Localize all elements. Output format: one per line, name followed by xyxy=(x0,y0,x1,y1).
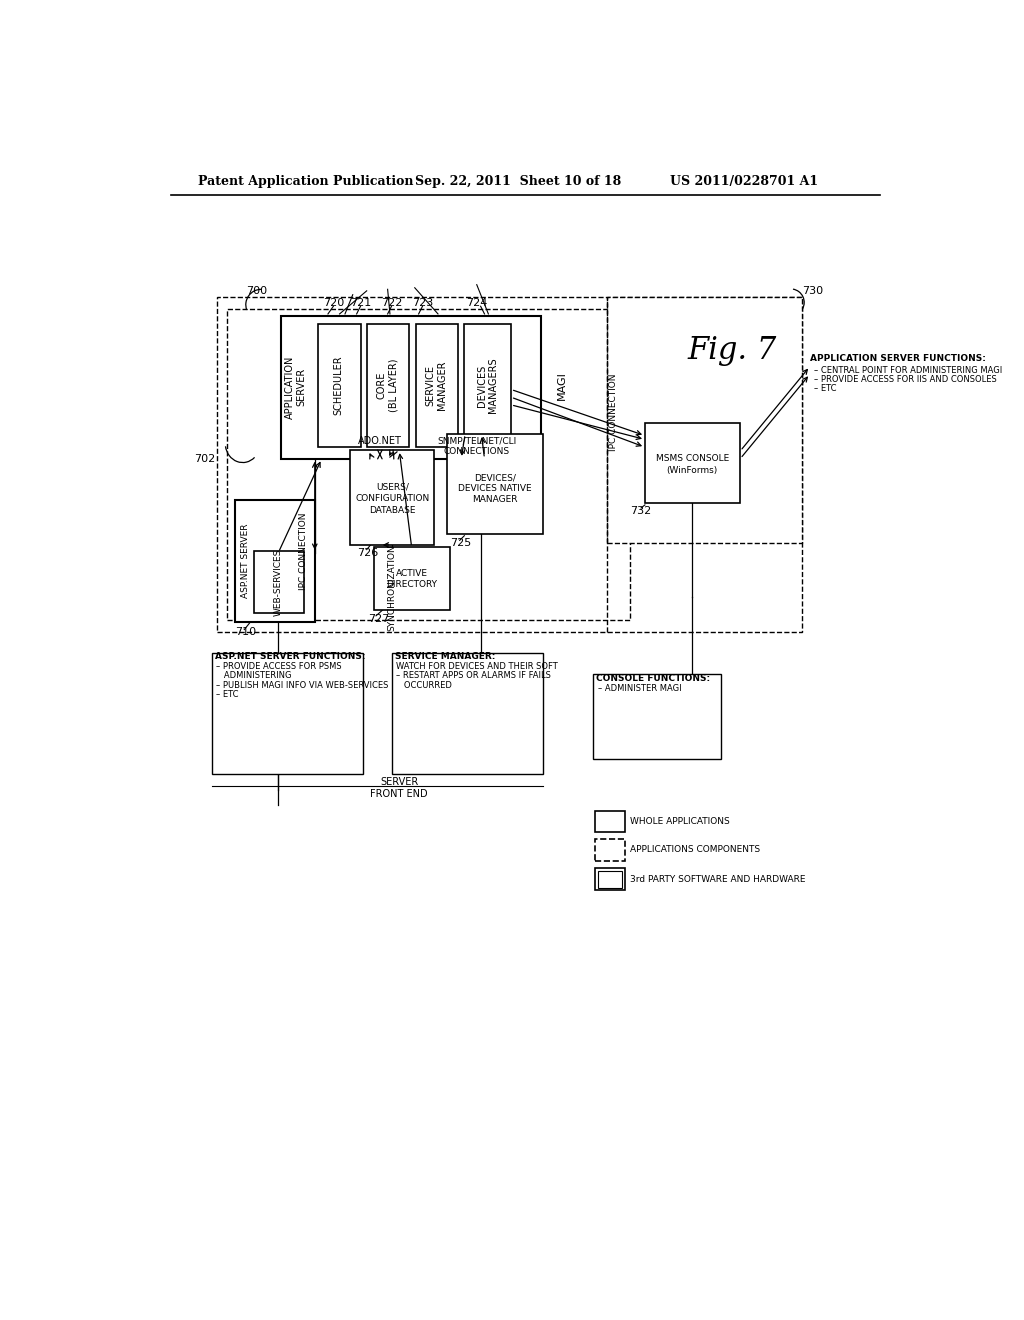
Bar xyxy=(645,422,740,503)
Text: ADO.NET: ADO.NET xyxy=(358,436,401,446)
Text: – ETC: – ETC xyxy=(216,690,239,698)
Text: Sep. 22, 2011  Sheet 10 of 18: Sep. 22, 2011 Sheet 10 of 18 xyxy=(415,176,621,187)
Text: WHOLE APPLICATIONS: WHOLE APPLICATIONS xyxy=(630,817,730,826)
Bar xyxy=(595,869,625,890)
Bar xyxy=(593,675,721,759)
Text: OCCURRED: OCCURRED xyxy=(396,681,452,689)
Text: WATCH FOR DEVICES AND THEIR SOFT: WATCH FOR DEVICES AND THEIR SOFT xyxy=(396,663,558,671)
Text: 3rd PARTY SOFTWARE AND HARDWARE: 3rd PARTY SOFTWARE AND HARDWARE xyxy=(630,875,806,883)
Text: IPC CONNECTION: IPC CONNECTION xyxy=(609,374,618,451)
Text: 720: 720 xyxy=(323,298,344,308)
Text: CONFIGURATION: CONFIGURATION xyxy=(355,494,429,503)
Text: IPC CONNECTION: IPC CONNECTION xyxy=(299,512,307,590)
Text: – CENTRAL POINT FOR ADMINISTERING MAGI: – CENTRAL POINT FOR ADMINISTERING MAGI xyxy=(814,366,1002,375)
Text: APPLICATION
SERVER: APPLICATION SERVER xyxy=(285,355,306,418)
Text: USERS/: USERS/ xyxy=(376,483,409,491)
Bar xyxy=(317,323,360,447)
Text: 726: 726 xyxy=(356,548,378,557)
Bar xyxy=(254,552,304,612)
Bar xyxy=(447,434,543,535)
Bar xyxy=(350,450,434,545)
Text: 702: 702 xyxy=(195,454,216,463)
Text: (WinForms): (WinForms) xyxy=(667,466,718,475)
Text: CONSOLE FUNCTIONS:: CONSOLE FUNCTIONS: xyxy=(596,673,711,682)
Text: 730: 730 xyxy=(802,286,823,296)
Text: APPLICATIONS COMPONENTS: APPLICATIONS COMPONENTS xyxy=(630,845,761,854)
Text: ASP.NET SERVER FUNCTIONS:: ASP.NET SERVER FUNCTIONS: xyxy=(215,652,366,661)
Text: SYNCHRONIZATION: SYNCHRONIZATION xyxy=(387,545,396,631)
Text: 732: 732 xyxy=(630,506,651,516)
Bar xyxy=(607,297,802,544)
Text: – PROVIDE ACCESS FOR IIS AND CONSOLES: – PROVIDE ACCESS FOR IIS AND CONSOLES xyxy=(814,375,996,384)
Bar xyxy=(227,309,630,620)
Text: DEVICES
MANAGERS: DEVICES MANAGERS xyxy=(477,358,499,413)
Bar xyxy=(282,317,541,459)
Text: MANAGER: MANAGER xyxy=(472,495,517,504)
Text: CONNECTIONS: CONNECTIONS xyxy=(443,446,510,455)
Text: 721: 721 xyxy=(350,298,371,308)
Text: APPLICATION SERVER FUNCTIONS:: APPLICATION SERVER FUNCTIONS: xyxy=(810,354,986,363)
Text: SERVICE MANAGER:: SERVICE MANAGER: xyxy=(394,652,495,661)
Text: ACTIVE
DIRECTORY: ACTIVE DIRECTORY xyxy=(386,569,437,589)
Bar xyxy=(217,297,802,632)
Bar xyxy=(375,548,450,610)
Text: US 2011/0228701 A1: US 2011/0228701 A1 xyxy=(671,176,818,187)
Text: DEVICES/: DEVICES/ xyxy=(474,474,515,482)
Text: 723: 723 xyxy=(412,298,433,308)
Bar xyxy=(595,810,625,832)
Bar xyxy=(391,653,543,775)
Text: MSMS CONSOLE: MSMS CONSOLE xyxy=(655,454,729,463)
Text: 724: 724 xyxy=(466,298,487,308)
Text: FRONT END: FRONT END xyxy=(371,788,428,799)
Text: SERVER: SERVER xyxy=(380,777,419,787)
Bar xyxy=(212,653,362,775)
Text: DATABASE: DATABASE xyxy=(369,506,416,515)
Text: 727: 727 xyxy=(369,614,389,624)
Text: CORE
(BL LAYER): CORE (BL LAYER) xyxy=(377,359,398,412)
Bar xyxy=(595,840,625,861)
Bar xyxy=(598,871,623,887)
Text: DEVICES NATIVE: DEVICES NATIVE xyxy=(458,484,531,494)
Bar xyxy=(367,323,410,447)
Text: – ADMINISTER MAGI: – ADMINISTER MAGI xyxy=(598,684,681,693)
Text: – PUBLISH MAGI INFO VIA WEB-SERVICES: – PUBLISH MAGI INFO VIA WEB-SERVICES xyxy=(216,681,389,689)
Text: MAGI: MAGI xyxy=(557,371,567,400)
Bar xyxy=(234,500,314,622)
Text: 710: 710 xyxy=(234,627,256,638)
Text: 700: 700 xyxy=(246,286,267,296)
Text: ASP.NET SERVER: ASP.NET SERVER xyxy=(242,524,250,598)
Text: Fig. 7: Fig. 7 xyxy=(688,335,777,367)
Text: WEB-SERVICES: WEB-SERVICES xyxy=(273,548,283,615)
Bar xyxy=(464,323,511,447)
Text: 725: 725 xyxy=(450,539,471,548)
Text: SCHEDULER: SCHEDULER xyxy=(334,355,344,416)
Text: – PROVIDE ACCESS FOR PSMS: – PROVIDE ACCESS FOR PSMS xyxy=(216,663,342,671)
Text: Patent Application Publication: Patent Application Publication xyxy=(198,176,414,187)
Bar xyxy=(416,323,458,447)
Text: – ETC: – ETC xyxy=(814,384,837,393)
Text: ADMINISTERING: ADMINISTERING xyxy=(216,672,292,680)
Text: SERVICE
MANAGER: SERVICE MANAGER xyxy=(426,360,447,411)
Text: SNMP/TELNET/CLI: SNMP/TELNET/CLI xyxy=(437,437,516,445)
Text: 722: 722 xyxy=(381,298,402,308)
Text: – RESTART APPS OR ALARMS IF FAILS: – RESTART APPS OR ALARMS IF FAILS xyxy=(396,672,551,680)
